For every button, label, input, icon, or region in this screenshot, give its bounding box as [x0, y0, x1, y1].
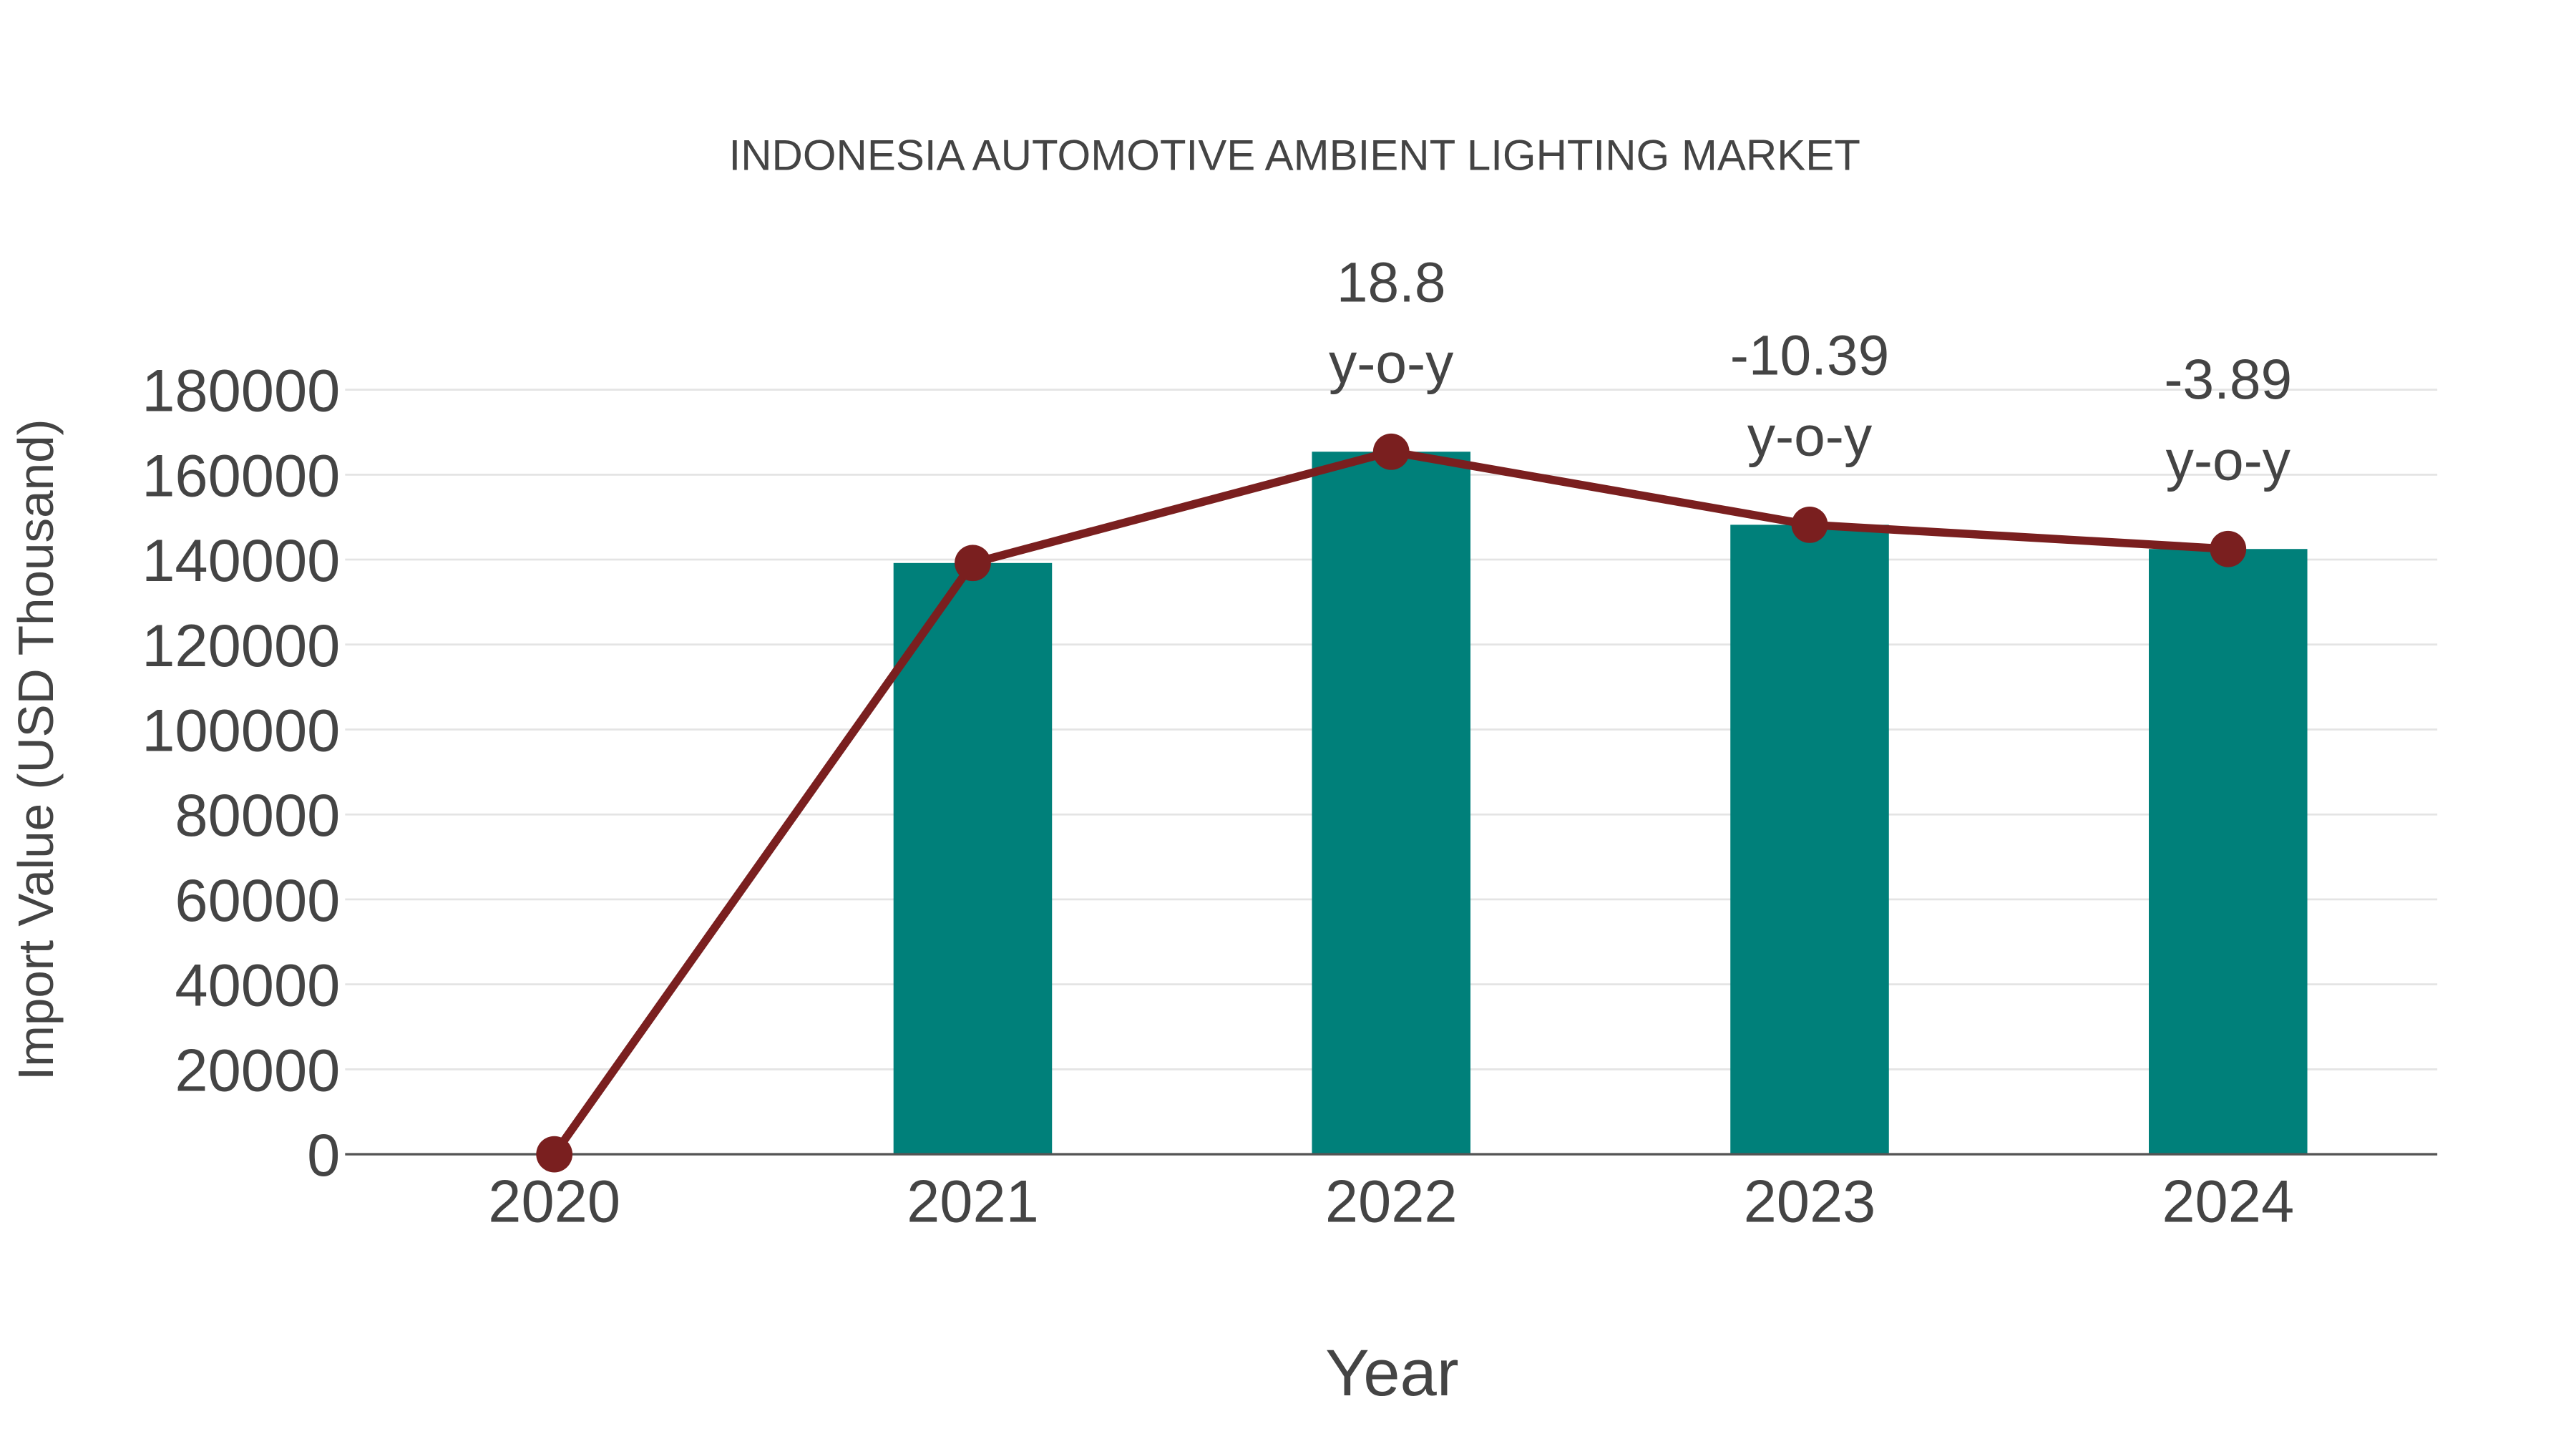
yoy-unit-2022: y-o-y — [1329, 331, 1454, 394]
yoy-unit-2023: y-o-y — [1747, 404, 1873, 467]
chart-title: INDONESIA AUTOMOTIVE AMBIENT LIGHTING MA… — [729, 132, 1860, 180]
bar-2021 — [893, 562, 1053, 1155]
yoy-unit-2024: y-o-y — [2166, 429, 2291, 492]
trend-point-2020 — [536, 1136, 573, 1173]
y-tick-label: 60000 — [175, 867, 340, 934]
trend-point-2022 — [1372, 433, 1410, 470]
trend-point-2021 — [955, 545, 991, 582]
y-tick-label: 160000 — [142, 442, 340, 509]
y-tick-label: 80000 — [175, 782, 340, 849]
y-tick-label: 180000 — [142, 358, 340, 424]
x-tick-label: 2022 — [1325, 1169, 1458, 1235]
bar-2023 — [1730, 525, 1889, 1155]
trend-point-2024 — [2210, 530, 2247, 567]
y-tick-label: 20000 — [175, 1037, 340, 1103]
bar-2024 — [2149, 549, 2308, 1155]
x-tick-label: 2024 — [2162, 1169, 2294, 1235]
bar-2022 — [1312, 452, 1470, 1155]
yoy-value-2022: 18.8 — [1337, 250, 1446, 313]
y-tick-label: 0 — [307, 1122, 340, 1189]
x-axis-label: Year — [1325, 1335, 1458, 1410]
y-tick-label: 100000 — [142, 697, 340, 763]
x-tick-label: 2023 — [1744, 1169, 1876, 1235]
x-tick-label: 2020 — [488, 1169, 620, 1235]
x-tick-label: 2021 — [907, 1169, 1039, 1235]
yoy-value-2023: -10.39 — [1730, 323, 1889, 386]
y-tick-label: 140000 — [142, 527, 340, 594]
y-tick-label: 120000 — [142, 613, 340, 679]
trend-point-2023 — [1791, 506, 1828, 543]
y-axis-label: Import Value (USD Thousand) — [8, 419, 64, 1080]
y-tick-label: 40000 — [175, 952, 340, 1019]
yoy-value-2024: -3.89 — [2164, 348, 2292, 411]
